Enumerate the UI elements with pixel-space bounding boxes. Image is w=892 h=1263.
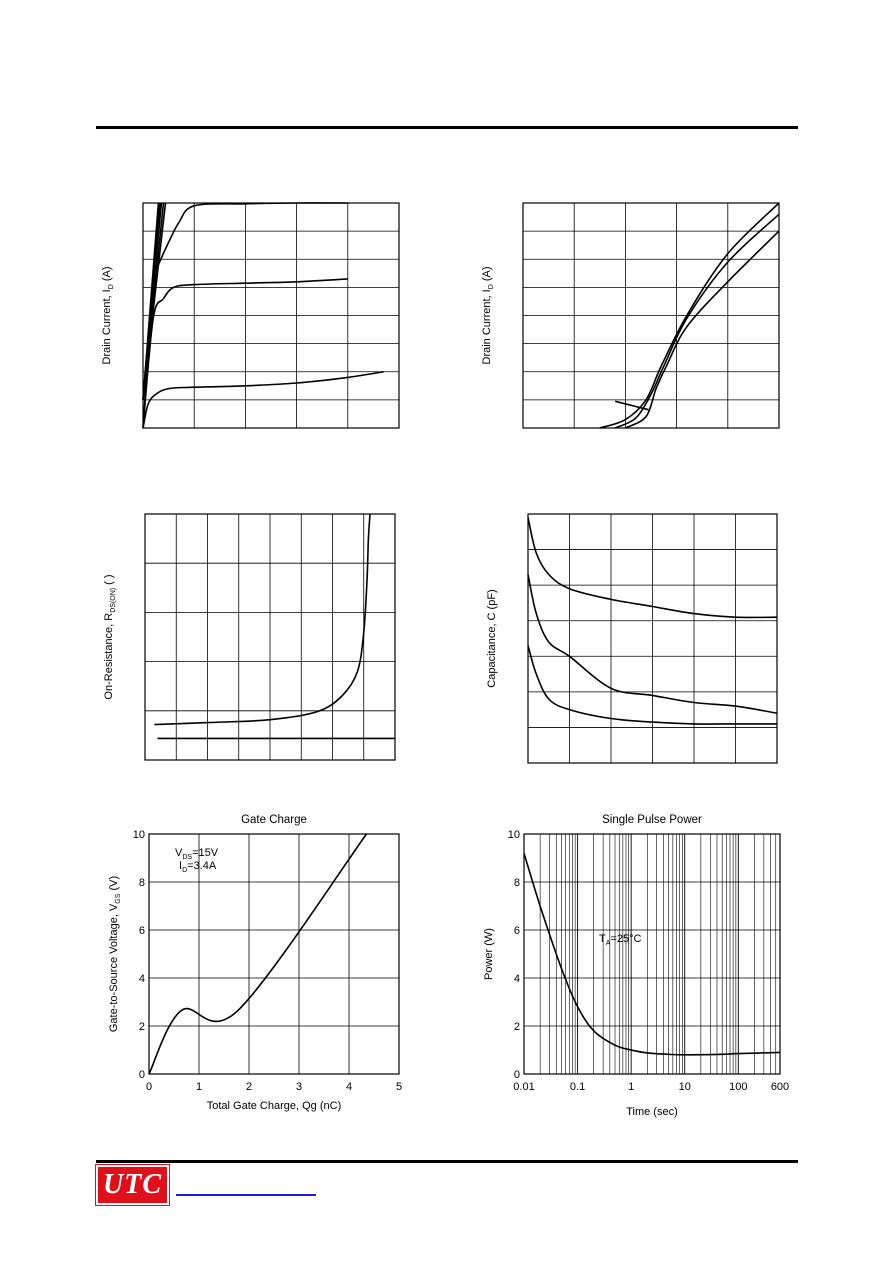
chart-drain-current-output: Drain Current, ID (A)	[101, 202, 400, 429]
y-tick-label: 0	[139, 1069, 145, 1081]
plot-frame	[523, 833, 781, 1075]
y-axis-label: Power (W)	[483, 928, 495, 980]
chart-capacitance: Capacitance, C (pF)	[486, 513, 778, 764]
x-tick-label: 600	[771, 1081, 789, 1093]
series-line-2	[527, 645, 777, 725]
header-rule	[96, 126, 798, 129]
series-line-1	[614, 213, 780, 429]
y-tick-label: 2	[514, 1021, 520, 1033]
series-line-0	[527, 517, 778, 619]
chart-on-resistance: On-Resistance, RDS(ON) ( )	[103, 513, 396, 761]
plot-frame	[148, 833, 400, 1075]
y-tick-label: 4	[139, 973, 145, 985]
annotation-text: VDS=15V	[175, 847, 219, 861]
x-tick-label: 2	[246, 1081, 252, 1093]
plot-frame	[144, 513, 396, 761]
chart-single-pulse-power: 0.01 0.1 1 10 100 600 0 2 4 6 8 10 Single Pulse Powe…	[483, 814, 789, 1118]
x-axis-label: Total Gate Charge, Qg (nC)	[207, 1100, 342, 1112]
chart-gate-charge: 0 1 2 3 4 5 0 2 4 6 8 10 Gate Charge Total Gate Charg…	[108, 814, 402, 1112]
x-tick-label: 3	[296, 1081, 302, 1093]
series-line-0	[154, 513, 371, 726]
y-tick-label: 4	[514, 973, 520, 985]
y-axis-label: Drain Current, ID (A)	[481, 267, 495, 365]
y-axis-label: Gate-to-Source Voltage, VGS (V)	[108, 876, 122, 1032]
y-axis-label: Drain Current, ID (A)	[101, 267, 115, 365]
plot-frame	[522, 202, 780, 429]
y-tick-label: 10	[508, 829, 520, 841]
series-line-0	[148, 833, 368, 1075]
x-tick-label: 10	[679, 1081, 691, 1093]
website-link[interactable]	[176, 1194, 316, 1196]
annotation-text: TA=25°C	[599, 933, 641, 947]
series-line-8	[142, 202, 167, 400]
x-axis-label: Time (sec)	[626, 1106, 678, 1118]
x-tick-label: 0	[146, 1081, 152, 1093]
plot-frame	[527, 513, 778, 764]
y-tick-label: 6	[514, 925, 520, 937]
x-tick-label: 4	[346, 1081, 352, 1093]
y-tick-label: 6	[139, 925, 145, 937]
y-tick-label: 0	[514, 1069, 520, 1081]
y-tick-label: 10	[133, 829, 145, 841]
y-tick-label: 2	[139, 1021, 145, 1033]
x-tick-label: 0.01	[513, 1081, 534, 1093]
footer-rule	[96, 1160, 798, 1163]
series-line-2	[625, 230, 780, 429]
y-axis-label: On-Resistance, RDS(ON) ( )	[103, 574, 117, 699]
x-tick-label: 1	[196, 1081, 202, 1093]
series-line-1	[527, 574, 778, 714]
series-line-3	[615, 400, 649, 411]
y-tick-label: 8	[514, 877, 520, 889]
series-line-2	[142, 371, 384, 429]
utc-logo: UTC	[95, 1164, 170, 1206]
x-tick-label: 5	[396, 1081, 402, 1093]
chart-title: Single Pulse Power	[602, 814, 702, 826]
logo-text: UTC	[103, 1169, 162, 1200]
series-line-0	[523, 852, 781, 1056]
series-line-1	[142, 278, 348, 429]
x-tick-label: 0.1	[570, 1081, 585, 1093]
annotation-text: ID=3.4A	[179, 860, 217, 874]
chart-title: Gate Charge	[241, 814, 307, 826]
y-tick-label: 8	[139, 877, 145, 889]
x-tick-label: 1	[628, 1081, 634, 1093]
chart-drain-current-transfer: Drain Current, ID (A)	[481, 202, 780, 429]
y-axis-label: Capacitance, C (pF)	[486, 589, 498, 687]
series-line-0	[599, 202, 780, 429]
x-tick-label: 100	[729, 1081, 747, 1093]
